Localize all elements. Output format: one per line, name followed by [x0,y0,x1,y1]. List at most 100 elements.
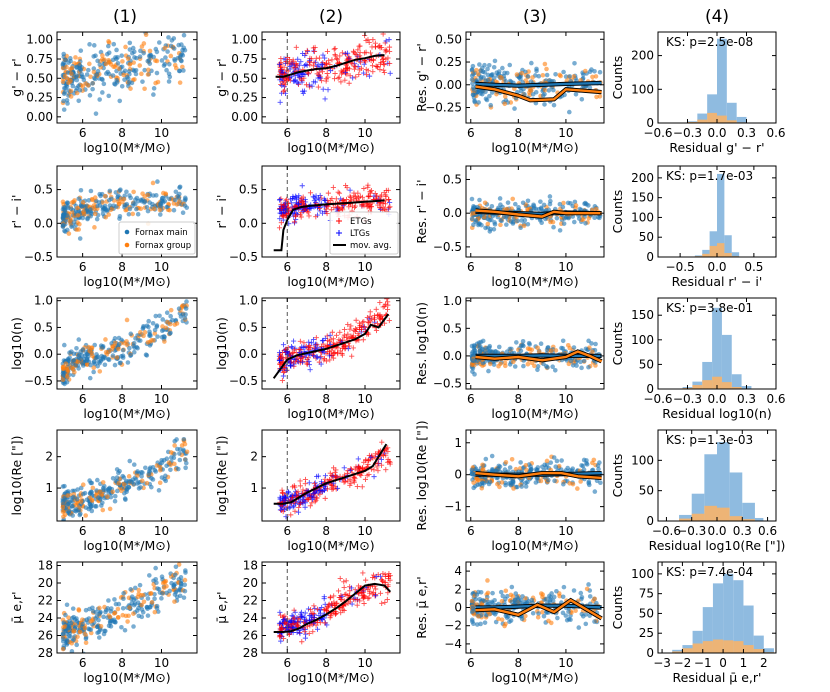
ltg-point [312,490,318,496]
fornax-main-point [131,462,137,467]
histogram-bar-main [721,334,732,389]
fornax-main-point [84,497,90,503]
etg-point [326,58,332,64]
fornax-main-point [112,362,118,368]
fornax-group-residual [550,219,556,225]
etg-point [333,332,340,338]
fornax-main-residual [562,216,567,221]
etg-point [278,67,284,73]
fornax-main-residual [567,109,572,115]
axes-frame [465,165,605,258]
ltg-point [295,201,301,207]
fornax-group-point [60,377,66,383]
fornax-main-residual [551,224,556,230]
fornax-main-point [112,597,117,602]
fornax-main-point [114,77,119,83]
fornax-main-point [157,212,163,217]
etg-point [358,472,364,479]
col4-xtick-label: 0.0 [707,392,726,406]
fornax-main-residual [586,364,591,370]
etg-point [324,486,331,492]
etg-point [382,201,389,207]
fornax-main-point [127,458,133,464]
legend-label-movavg: mov. avg. [350,241,392,251]
col2-ytick-label: 0.75 [231,52,258,66]
fornax-main-residual [583,346,589,352]
fornax-main-residual [583,220,588,226]
fornax-main-point [111,203,116,208]
fornax-main-point [78,48,84,53]
fornax-main-residual [541,361,546,367]
fornax-main-residual [553,72,558,77]
fornax-main-point [163,473,168,479]
ltg-point [295,56,301,62]
fornax-group-point [61,625,66,630]
ltg-point [289,62,295,68]
etg-point [296,505,302,511]
fornax-main-residual [586,479,592,484]
fornax-main-point [116,601,122,607]
etg-point [330,355,337,361]
ltg-point [386,37,392,43]
ltg-point [315,195,322,201]
fornax-group-residual [581,217,586,222]
fornax-group-point [69,640,75,646]
fornax-main-residual [570,362,576,368]
fornax-group-point [83,632,88,638]
fornax-group-residual [590,349,595,355]
etg-point [280,614,286,620]
fornax-group-point [69,365,75,371]
etg-point [312,499,318,505]
etg-point [337,53,343,59]
fornax-main-point [159,58,165,63]
etg-point [321,606,327,613]
fornax-main-point [70,358,76,364]
etg-point [369,44,375,50]
fornax-main-point [61,389,66,394]
col2-ytick-label: 0.5 [239,320,258,334]
fornax-main-residual [490,72,495,77]
fornax-main-residual [477,197,482,203]
col1-ylabel: log10(Re ["]) [9,435,24,515]
histogram-bar-main [712,307,722,389]
fornax-main-point [165,49,170,54]
fornax-main-point [128,587,133,592]
etg-point [291,65,297,71]
fornax-main-residual [485,66,490,72]
etg-point [328,207,334,213]
col1-ytick-label: 18 [38,559,53,573]
col2-xtick-label: 10 [357,524,372,538]
fornax-main-point [163,55,168,60]
etg-point [386,204,392,211]
fornax-main-residual [554,458,560,464]
ltg-point [277,609,283,615]
etg-point [279,487,285,493]
etg-point [291,219,298,225]
col3-ylabel: Res. r' − i' [414,179,429,243]
fornax-main-point [172,57,177,62]
fornax-main-point [112,498,118,504]
etg-point [376,43,382,49]
ltg-point [306,339,312,345]
legend-marker-etg [336,218,342,224]
column-titles: (1) (2) (3) (4) [113,7,729,27]
etg-point [352,587,358,593]
etg-point [387,60,393,67]
fornax-group-point [66,231,72,236]
fornax-main-residual [477,344,483,349]
etg-point [350,48,357,54]
etg-point [365,319,371,325]
col1-ytick-label: 24 [38,611,53,625]
fornax-group-point [151,206,157,212]
col1-xtick-label: 6 [79,656,87,670]
fornax-main-point [74,85,80,91]
etg-point [372,451,379,457]
col4-ylabel: Counts [610,322,625,366]
fornax-main-point [71,637,76,643]
fornax-group-point [142,86,147,92]
etg-point [371,317,378,323]
ltg-point [302,616,308,622]
fornax-main-point [80,621,85,627]
